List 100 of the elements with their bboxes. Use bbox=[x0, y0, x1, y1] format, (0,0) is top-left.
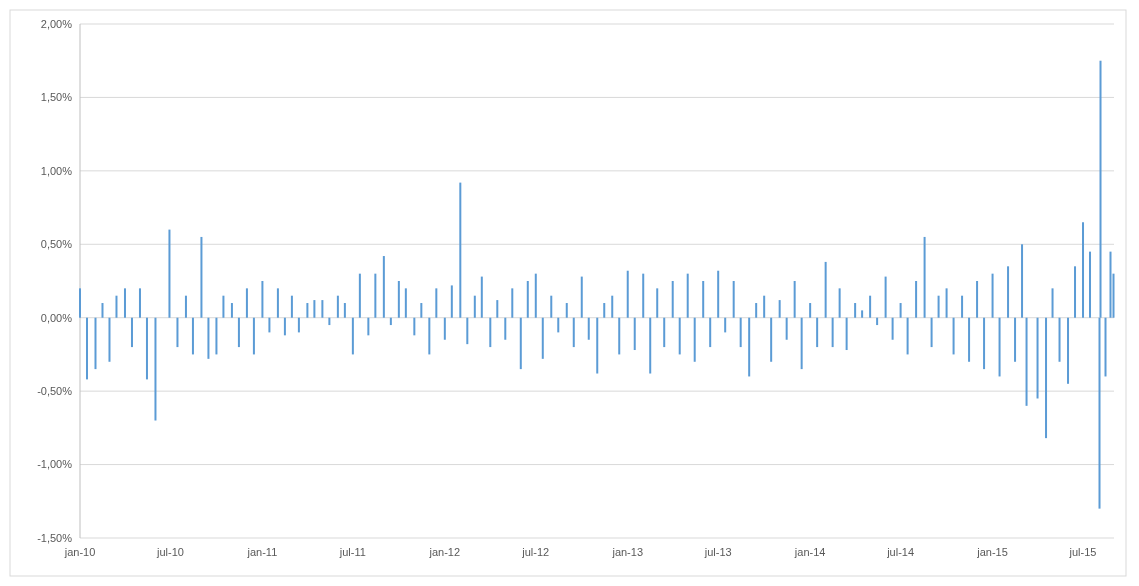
bar bbox=[397, 281, 400, 318]
bar bbox=[154, 317, 157, 421]
bar bbox=[367, 317, 370, 336]
bar bbox=[763, 295, 766, 318]
bar bbox=[838, 288, 841, 318]
bar bbox=[831, 317, 834, 348]
y-tick-label: 1,00% bbox=[40, 164, 73, 177]
bar bbox=[755, 303, 758, 318]
x-tick-label: jul-10 bbox=[156, 546, 184, 558]
bar bbox=[649, 317, 652, 374]
x-tick-label: jul-11 bbox=[338, 546, 366, 558]
bar bbox=[793, 281, 796, 318]
bar bbox=[328, 317, 331, 326]
bar bbox=[86, 317, 88, 380]
bar bbox=[1036, 317, 1039, 399]
bar bbox=[557, 317, 560, 333]
bar bbox=[268, 317, 271, 333]
bar bbox=[420, 303, 423, 318]
bar bbox=[642, 273, 645, 318]
bar bbox=[861, 310, 864, 318]
bar bbox=[321, 300, 324, 318]
bar bbox=[237, 317, 240, 348]
bar bbox=[702, 281, 705, 318]
bar bbox=[961, 295, 964, 318]
bar bbox=[633, 317, 636, 351]
bar bbox=[915, 281, 918, 318]
bar bbox=[413, 317, 416, 336]
bar bbox=[261, 281, 264, 318]
bar bbox=[389, 317, 392, 326]
bar bbox=[572, 317, 575, 348]
bar bbox=[108, 317, 111, 362]
bar bbox=[937, 295, 940, 318]
bar bbox=[504, 317, 507, 340]
y-tick-label: 1,50% bbox=[40, 91, 73, 104]
y-tick-label: 0,00% bbox=[40, 311, 73, 324]
bar bbox=[884, 276, 887, 318]
bar bbox=[952, 317, 955, 355]
bar bbox=[968, 317, 971, 362]
bar bbox=[466, 317, 469, 345]
bar bbox=[770, 317, 773, 362]
x-tick-label: jan-15 bbox=[976, 546, 1008, 558]
bar bbox=[358, 273, 361, 318]
bar bbox=[215, 317, 218, 355]
bar bbox=[1025, 317, 1028, 406]
bar bbox=[252, 317, 255, 355]
bar bbox=[1109, 251, 1112, 318]
bar bbox=[739, 317, 742, 348]
bar bbox=[230, 303, 233, 318]
bar bbox=[824, 261, 827, 318]
bar bbox=[404, 288, 407, 318]
bar bbox=[785, 317, 788, 340]
bar bbox=[443, 317, 446, 340]
bar bbox=[724, 317, 727, 333]
bar bbox=[678, 317, 681, 355]
bar bbox=[1104, 317, 1107, 377]
bar bbox=[79, 288, 81, 318]
bar bbox=[191, 317, 194, 355]
bar bbox=[1089, 251, 1092, 318]
bar bbox=[686, 273, 689, 318]
bar bbox=[854, 303, 857, 318]
bar bbox=[693, 317, 696, 362]
bar bbox=[1067, 317, 1070, 384]
bar bbox=[313, 300, 316, 318]
bar bbox=[991, 273, 994, 318]
bar bbox=[276, 288, 279, 318]
bar bbox=[899, 303, 902, 318]
bar bbox=[184, 295, 187, 318]
bar bbox=[123, 288, 126, 318]
bar bbox=[748, 317, 751, 377]
bar bbox=[435, 288, 438, 318]
bar bbox=[1082, 222, 1085, 318]
x-tick-label: jan-13 bbox=[611, 546, 644, 558]
bar bbox=[930, 317, 933, 348]
bar bbox=[816, 317, 819, 348]
y-tick-label: -1,00% bbox=[37, 458, 73, 471]
bar bbox=[1051, 288, 1054, 318]
bar bbox=[336, 295, 339, 318]
bar bbox=[1014, 317, 1017, 362]
bar bbox=[450, 285, 453, 318]
bar bbox=[565, 303, 568, 318]
bar bbox=[1007, 266, 1010, 318]
bar bbox=[876, 317, 879, 326]
bar bbox=[945, 288, 948, 318]
bar bbox=[1074, 266, 1077, 318]
bar bbox=[906, 317, 909, 355]
bar bbox=[587, 317, 590, 340]
bar bbox=[891, 317, 894, 340]
bar bbox=[145, 317, 148, 380]
bar bbox=[374, 273, 377, 318]
bar bbox=[489, 317, 492, 348]
bar bbox=[778, 300, 781, 318]
bar bbox=[519, 317, 522, 370]
bar bbox=[222, 295, 225, 318]
bar bbox=[1021, 244, 1024, 318]
x-tick-label: jul-14 bbox=[886, 546, 915, 558]
bar bbox=[663, 317, 666, 348]
bar bbox=[998, 317, 1001, 377]
bar bbox=[245, 288, 248, 318]
y-tick-label: 2,00% bbox=[40, 17, 73, 30]
bar bbox=[168, 229, 171, 318]
